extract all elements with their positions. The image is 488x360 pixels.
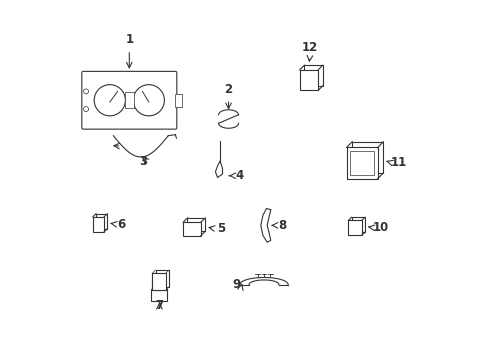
FancyBboxPatch shape <box>125 93 133 108</box>
FancyBboxPatch shape <box>175 94 182 107</box>
FancyBboxPatch shape <box>93 217 104 232</box>
FancyBboxPatch shape <box>346 147 377 179</box>
Text: 4: 4 <box>235 169 243 182</box>
FancyBboxPatch shape <box>96 214 107 229</box>
FancyBboxPatch shape <box>152 273 165 290</box>
Text: 5: 5 <box>217 222 225 235</box>
Text: 6: 6 <box>117 218 125 231</box>
FancyBboxPatch shape <box>347 220 361 235</box>
Text: 1: 1 <box>125 33 133 46</box>
Text: 3: 3 <box>139 155 147 168</box>
FancyBboxPatch shape <box>183 222 201 236</box>
FancyBboxPatch shape <box>351 217 364 232</box>
FancyBboxPatch shape <box>349 151 373 175</box>
FancyBboxPatch shape <box>155 270 169 287</box>
FancyBboxPatch shape <box>151 289 166 301</box>
FancyBboxPatch shape <box>81 71 177 129</box>
FancyBboxPatch shape <box>187 218 205 231</box>
Text: 9: 9 <box>232 278 240 291</box>
Text: 10: 10 <box>372 221 388 234</box>
Text: 2: 2 <box>224 83 232 96</box>
FancyBboxPatch shape <box>299 70 318 90</box>
FancyBboxPatch shape <box>351 142 383 173</box>
FancyBboxPatch shape <box>304 65 322 86</box>
Text: 7: 7 <box>155 299 163 312</box>
Text: 12: 12 <box>301 41 318 54</box>
Text: 8: 8 <box>278 219 286 232</box>
Text: 11: 11 <box>390 157 406 170</box>
